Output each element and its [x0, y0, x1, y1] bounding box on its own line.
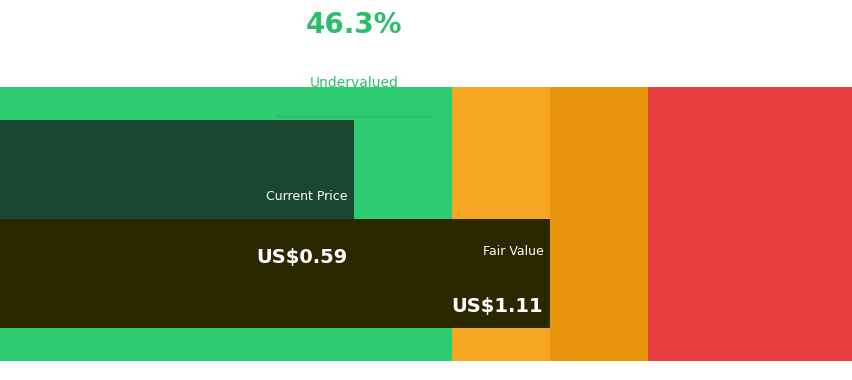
- Text: Current Price: Current Price: [265, 190, 347, 203]
- Text: Undervalued: Undervalued: [309, 76, 398, 90]
- Text: US$0.59: US$0.59: [256, 247, 347, 266]
- Bar: [0, 219, 550, 328]
- Bar: [0, 120, 354, 328]
- Bar: [0, 87, 354, 361]
- Bar: [354, 87, 452, 361]
- Text: Fair Value: Fair Value: [482, 245, 543, 258]
- Bar: [452, 87, 550, 361]
- Text: 46.3%: 46.3%: [305, 11, 402, 40]
- Bar: [648, 87, 852, 361]
- Text: US$1.11: US$1.11: [452, 297, 543, 316]
- Bar: [550, 87, 648, 361]
